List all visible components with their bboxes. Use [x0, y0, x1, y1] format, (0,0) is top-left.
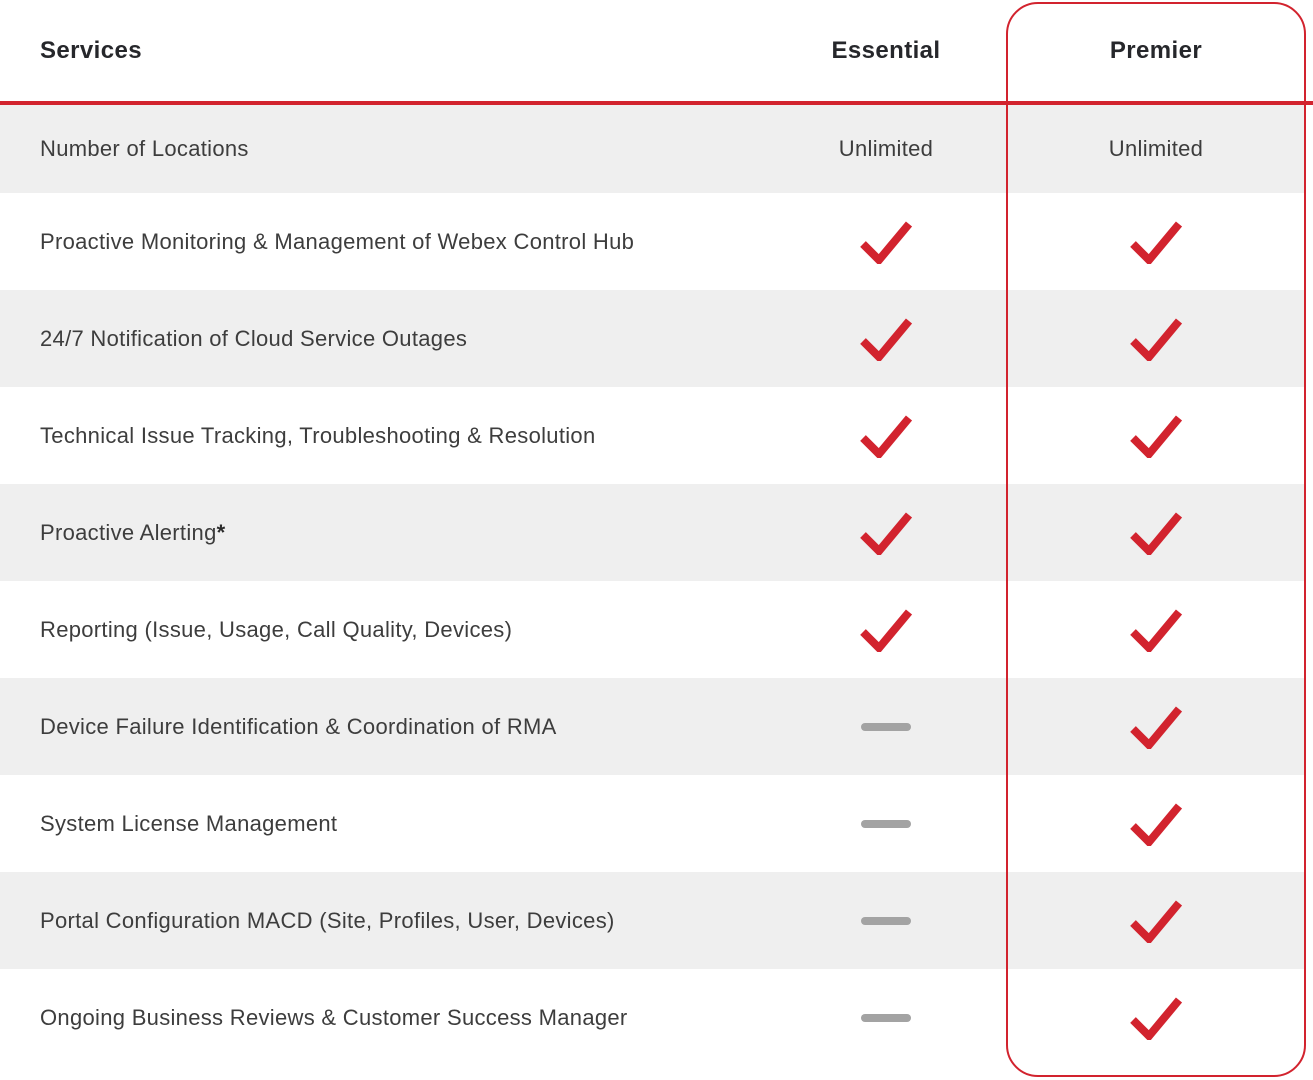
essential-cell — [766, 317, 1006, 361]
premier-cell: Unlimited — [1006, 136, 1306, 162]
essential-cell: Unlimited — [766, 136, 1006, 162]
essential-cell — [766, 511, 1006, 555]
essential-cell — [766, 414, 1006, 458]
column-header-essential: Essential — [831, 36, 941, 64]
essential-cell — [766, 916, 1006, 925]
essential-cell — [766, 1013, 1006, 1022]
service-name: Proactive Monitoring & Management of Web… — [0, 229, 766, 255]
premier-cell — [1006, 996, 1306, 1040]
check-icon — [1130, 899, 1183, 943]
table-row: Device Failure Identification & Coordina… — [0, 678, 1306, 775]
check-icon — [860, 511, 913, 555]
check-icon — [1130, 608, 1183, 652]
essential-cell — [766, 722, 1006, 731]
dash-icon — [861, 819, 911, 828]
table-row: Proactive Monitoring & Management of Web… — [0, 193, 1306, 290]
footnote-asterisk: * — [216, 519, 226, 545]
check-icon — [1130, 802, 1183, 846]
table-header-row: Services Essential Premier — [0, 0, 1306, 101]
essential-cell — [766, 608, 1006, 652]
service-name: Device Failure Identification & Coordina… — [0, 714, 766, 740]
dash-icon — [861, 1013, 911, 1022]
service-name: Reporting (Issue, Usage, Call Quality, D… — [0, 617, 766, 643]
check-icon — [1130, 705, 1183, 749]
cell-value-text: Unlimited — [838, 136, 934, 161]
service-label: Device Failure Identification & Coordina… — [40, 713, 557, 739]
check-icon — [860, 608, 913, 652]
premier-cell — [1006, 317, 1306, 361]
column-header-services: Services — [40, 36, 142, 64]
check-icon — [860, 317, 913, 361]
service-name: 24/7 Notification of Cloud Service Outag… — [0, 326, 766, 352]
service-label: Proactive Monitoring & Management of Web… — [40, 228, 635, 254]
service-name: System License Management — [0, 811, 766, 837]
service-label: Reporting (Issue, Usage, Call Quality, D… — [40, 616, 513, 642]
premier-cell — [1006, 414, 1306, 458]
service-name: Number of Locations — [0, 136, 766, 162]
service-label: System License Management — [40, 810, 338, 836]
dash-icon — [861, 722, 911, 731]
premier-cell — [1006, 608, 1306, 652]
column-header-premier: Premier — [1109, 36, 1203, 64]
table-row: Technical Issue Tracking, Troubleshootin… — [0, 387, 1306, 484]
check-icon — [1130, 996, 1183, 1040]
service-label: Proactive Alerting — [40, 519, 217, 545]
essential-cell — [766, 220, 1006, 264]
table-row: Ongoing Business Reviews & Customer Succ… — [0, 969, 1306, 1066]
service-label: Ongoing Business Reviews & Customer Succ… — [40, 1004, 628, 1030]
service-label: Number of Locations — [40, 136, 249, 161]
header-divider-line — [0, 101, 1313, 105]
table-row: Number of Locations Unlimited Unlimited — [0, 105, 1306, 193]
check-icon — [860, 414, 913, 458]
service-name: Portal Configuration MACD (Site, Profile… — [0, 908, 766, 934]
premier-cell — [1006, 802, 1306, 846]
service-name: Technical Issue Tracking, Troubleshootin… — [0, 423, 766, 449]
check-icon — [1130, 317, 1183, 361]
premier-cell — [1006, 705, 1306, 749]
check-icon — [1130, 220, 1183, 264]
table-row: 24/7 Notification of Cloud Service Outag… — [0, 290, 1306, 387]
table-body: Number of Locations Unlimited Unlimited … — [0, 105, 1306, 1066]
essential-cell — [766, 819, 1006, 828]
service-label: Portal Configuration MACD (Site, Profile… — [40, 907, 615, 933]
table-row: Reporting (Issue, Usage, Call Quality, D… — [0, 581, 1306, 678]
dash-icon — [861, 916, 911, 925]
service-label: 24/7 Notification of Cloud Service Outag… — [40, 325, 468, 351]
check-icon — [1130, 511, 1183, 555]
table-row: System License Management — [0, 775, 1306, 872]
table-row: Proactive Alerting* — [0, 484, 1306, 581]
check-icon — [860, 220, 913, 264]
service-name: Proactive Alerting* — [0, 520, 766, 546]
premier-cell — [1006, 220, 1306, 264]
service-name: Ongoing Business Reviews & Customer Succ… — [0, 1005, 766, 1031]
cell-value-text: Unlimited — [1108, 136, 1204, 161]
table-row: Portal Configuration MACD (Site, Profile… — [0, 872, 1306, 969]
check-icon — [1130, 414, 1183, 458]
premier-cell — [1006, 899, 1306, 943]
premier-cell — [1006, 511, 1306, 555]
service-label: Technical Issue Tracking, Troubleshootin… — [40, 422, 596, 448]
